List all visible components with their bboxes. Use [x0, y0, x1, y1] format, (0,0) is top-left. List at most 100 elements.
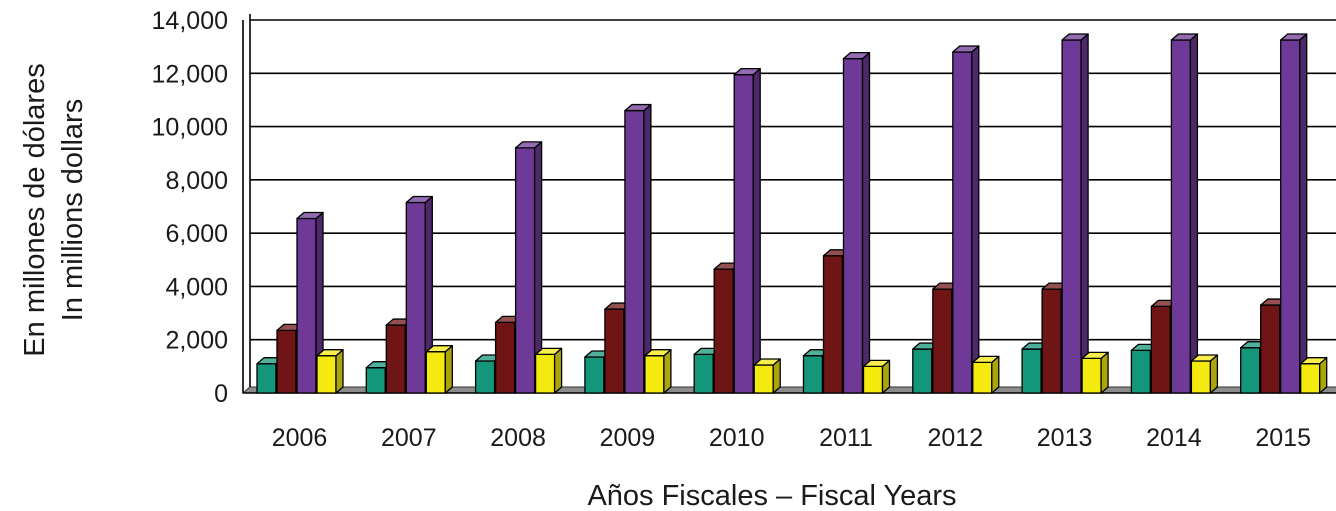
bar-front: [1081, 357, 1102, 394]
bar: [842, 51, 871, 394]
bar-front: [316, 355, 337, 394]
bar-front: [474, 360, 496, 394]
bar-top: [316, 349, 344, 357]
y-tick-label: 12,000: [152, 60, 228, 88]
y-tick-label: 4,000: [165, 273, 228, 301]
bar-front: [842, 57, 864, 394]
bar-front: [296, 217, 317, 394]
x-axis-title: Años Fiscales – Fiscal Years: [587, 480, 956, 511]
bar-side: [444, 345, 453, 394]
bar-front: [1061, 39, 1082, 394]
x-tick-label: 2008: [490, 424, 546, 452]
y-tick-label: 0: [214, 380, 228, 408]
x-tick-label: 2011: [819, 424, 873, 452]
bar-front: [256, 363, 277, 394]
bar-front: [822, 255, 844, 394]
bar-front: [1260, 304, 1281, 394]
bar-front: [1021, 348, 1042, 394]
bar-front: [1240, 347, 1261, 394]
bar-front: [1130, 349, 1152, 394]
bar-side: [1100, 351, 1109, 394]
bar-side: [553, 347, 563, 394]
bar: [425, 345, 453, 394]
bar-front: [1280, 39, 1301, 394]
bar-front: [1300, 363, 1321, 394]
bar: [972, 355, 1000, 394]
bar-top: [405, 195, 433, 204]
bar: [405, 195, 433, 394]
bar: [1170, 33, 1199, 394]
bar-front: [753, 364, 774, 394]
y-axis-title-line-2: In millions dollars: [57, 99, 89, 321]
bar-front: [276, 329, 297, 394]
y-tick-label: 2,000: [165, 327, 228, 355]
bar-top: [1061, 33, 1089, 41]
bar-front: [534, 353, 556, 394]
bar-front: [584, 356, 605, 394]
bar-front: [425, 351, 446, 394]
bar-top: [753, 358, 781, 366]
axis-titles: Años Fiscales – Fiscal Years En millones…: [19, 63, 957, 511]
bar: [952, 45, 980, 394]
bar-front: [802, 355, 824, 394]
bar-front: [713, 268, 734, 394]
bar-front: [1041, 288, 1062, 394]
y-tick-label: 14,000: [152, 7, 228, 35]
bar-front: [604, 308, 625, 394]
bar-top: [644, 349, 672, 357]
bar: [624, 103, 652, 394]
bar-front: [1190, 360, 1212, 394]
x-tick-labels: 2006 2007 2008 2009 2010 2011 2012 2013 2014 2015: [272, 424, 1311, 452]
bar-side: [663, 349, 672, 394]
bar-side: [335, 349, 344, 394]
bar-front: [494, 321, 516, 394]
x-tick-label: 2014: [1146, 424, 1202, 452]
y-tick-labels: 0 2,000 4,000 6,000 8,000 10,000 12,000 14,000: [152, 7, 228, 408]
y-tick-label: 10,000: [152, 114, 228, 142]
bar: [296, 211, 324, 394]
bar-top: [1081, 351, 1109, 360]
bar-front: [952, 51, 973, 394]
x-tick-label: 2007: [381, 424, 437, 452]
bar-front: [385, 324, 406, 394]
bar-top: [296, 211, 324, 220]
bar-top: [514, 141, 543, 149]
bar-top: [952, 45, 980, 53]
bar-front: [514, 147, 536, 394]
x-tick-label: 2009: [600, 424, 656, 452]
bar: [753, 358, 781, 394]
bar: [733, 67, 761, 394]
bar-front: [733, 73, 754, 394]
x-tick-label: 2015: [1255, 424, 1311, 452]
bar-front: [932, 288, 953, 394]
x-tick-label: 2013: [1037, 424, 1093, 452]
bar-top: [1300, 357, 1328, 365]
bar-top: [842, 51, 871, 60]
bar: [1300, 357, 1328, 394]
bar: [1280, 33, 1308, 394]
bar-side: [1189, 33, 1199, 394]
bar: [1081, 351, 1109, 394]
bar: [514, 141, 543, 394]
bar-side: [861, 51, 871, 394]
bar-side: [643, 103, 652, 394]
bar-top: [1190, 354, 1219, 362]
bar-top: [534, 347, 563, 356]
bar-front: [1170, 39, 1192, 394]
bar: [1190, 354, 1219, 394]
bar-top: [624, 103, 652, 112]
bar-side: [752, 67, 761, 394]
y-tick-label: 6,000: [165, 220, 228, 248]
bar-top: [862, 359, 891, 368]
y-axis-title-line-1: En millones de dólares: [19, 63, 51, 356]
bar-front: [862, 365, 884, 394]
bar-front: [972, 361, 993, 394]
bar-top: [1170, 33, 1199, 41]
bar: [316, 349, 344, 394]
bar: [534, 347, 563, 394]
bar-side: [1299, 33, 1308, 394]
x-tick-label: 2010: [709, 424, 765, 452]
bar-top: [1280, 33, 1308, 41]
x-tick-label: 2012: [927, 424, 983, 452]
